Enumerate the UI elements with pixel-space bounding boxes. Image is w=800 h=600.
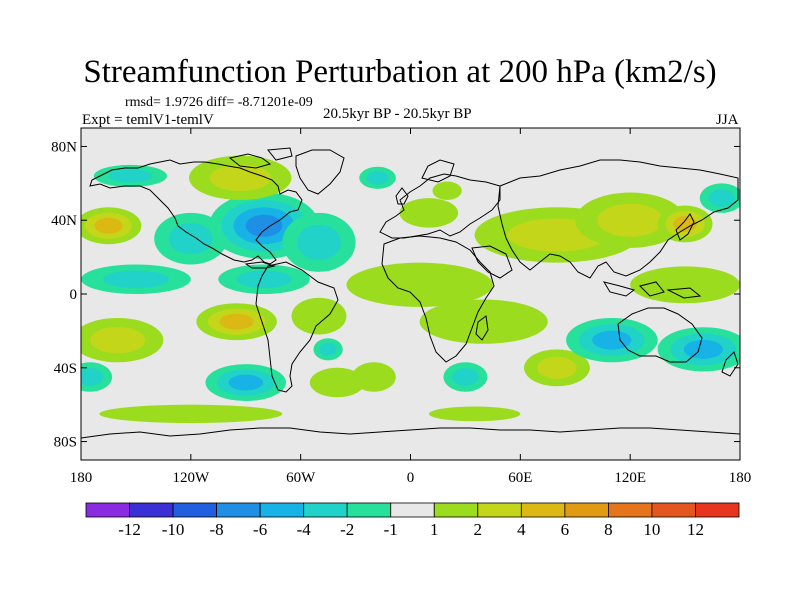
- colorbar-swatch: [172, 502, 217, 518]
- lat-tick-label: 40S: [54, 361, 77, 377]
- colorbar-label: 2: [474, 520, 483, 539]
- anomaly-28-level-2: [592, 330, 632, 350]
- anomaly-19-level-2: [219, 313, 254, 330]
- colorbar-label: -4: [297, 520, 312, 539]
- anomaly-1-level-1: [168, 223, 213, 255]
- lat-tick-label: 80N: [51, 139, 77, 155]
- colorbar-swatch: [259, 502, 305, 518]
- colorbar-swatch: [346, 502, 392, 518]
- lon-axis: 180 120W 60W 0 60E 120E 180: [70, 128, 752, 486]
- coast-antarctica: [81, 427, 740, 439]
- anomaly-26-level-1: [452, 368, 479, 386]
- anomaly-15-level-0: [291, 297, 347, 335]
- anomaly-5-level-1: [108, 169, 153, 183]
- colorbar-swatch: [564, 502, 609, 518]
- anomaly-10-level-1: [597, 203, 664, 237]
- anomaly-30-level-0: [428, 406, 521, 422]
- lon-tick-label: 0: [407, 470, 415, 486]
- colorbar-swatch: [85, 502, 130, 518]
- lon-tick-label: 60E: [508, 470, 532, 486]
- anomaly-23-level-0: [309, 367, 365, 398]
- coast-new-zealand: [721, 351, 739, 377]
- stats-line: rmsd= 1.9726 diff= -8.71201e-09: [125, 95, 313, 110]
- colorbar-swatch: [216, 502, 261, 518]
- anomaly-20-level-1: [90, 326, 146, 354]
- anomaly-24-level-1: [319, 342, 337, 356]
- coast-africa: [381, 235, 495, 363]
- page-title: Streamfunction Perturbation at 200 hPa (…: [83, 54, 717, 90]
- anomaly-21-level-1: [81, 368, 104, 386]
- colorbar: -12 -10 -8 -6 -4 -2 -1 1 2 4 6 8 10 12: [85, 502, 740, 539]
- lat-tick-label: 0: [70, 287, 78, 303]
- colorbar-label: 6: [561, 520, 570, 539]
- colorbar-swatch: [433, 502, 479, 518]
- anomaly-0-level-2: [94, 217, 123, 234]
- coastlines: [81, 147, 740, 439]
- lon-tick-label: 180: [729, 470, 752, 486]
- anomaly-22-level-2: [228, 374, 264, 391]
- colorbar-swatch: [651, 502, 696, 518]
- lat-axis: 80N 40N 0 40S 80S: [51, 139, 740, 451]
- colorbar-swatch: [608, 502, 653, 518]
- colorbar-swatch: [477, 502, 522, 518]
- anomaly-7-level-0: [432, 181, 462, 200]
- lon-tick-label: 180: [70, 470, 93, 486]
- colorbar-label: -2: [340, 520, 354, 539]
- colorbar-label: -6: [253, 520, 267, 539]
- field-layer: [81, 155, 740, 424]
- colorbar-swatch: [303, 502, 348, 518]
- colorbar-swatch: [129, 502, 174, 518]
- lon-tick-label: 120W: [172, 470, 210, 486]
- coast-british-isles: [395, 187, 409, 205]
- anomaly-31-level-0: [99, 404, 283, 424]
- coast-japan: [675, 213, 695, 241]
- anomaly-16-level-0: [346, 262, 493, 307]
- colorbar-label: -8: [210, 520, 224, 539]
- colorbar-label: -12: [118, 520, 141, 539]
- colorbar-label: 1: [430, 520, 439, 539]
- anomaly-6-level-1: [366, 171, 389, 185]
- experiment-label: Expt = temlV1-temlV: [82, 112, 214, 128]
- anomaly-27-level-1: [537, 356, 577, 379]
- anomaly-13-level-1: [102, 270, 169, 289]
- coast-south-america: [255, 261, 339, 393]
- coast-north-america: [89, 159, 303, 265]
- anomaly-8-level-0: [399, 198, 459, 228]
- anomaly-2-level-3: [245, 214, 283, 237]
- lat-tick-label: 40N: [51, 213, 77, 229]
- anomaly-4-level-1: [209, 164, 272, 192]
- season-label: JJA: [716, 112, 739, 128]
- colorbar-label: 4: [517, 520, 526, 539]
- colorbar-label: -10: [162, 520, 185, 539]
- coast-asia: [497, 159, 739, 279]
- colorbar-label: -1: [384, 520, 398, 539]
- center-label: 20.5kyr BP - 20.5kyr BP: [323, 106, 472, 122]
- colorbar-label: 10: [643, 520, 660, 539]
- colorbar-swatch: [695, 502, 740, 518]
- coast-indonesia: [602, 281, 702, 299]
- anomaly-12-level-1: [708, 189, 735, 207]
- coast-caribbean: [244, 261, 276, 269]
- anomaly-29-level-2: [683, 339, 724, 359]
- coast-arabia: [471, 245, 513, 279]
- colorbar-swatch: [520, 502, 566, 518]
- anomaly-17-level-0: [419, 299, 548, 344]
- lat-tick-label: 80S: [54, 435, 77, 451]
- lon-tick-label: 120E: [614, 470, 646, 486]
- coast-madagascar: [475, 315, 489, 341]
- anomaly-25-level-0: [351, 362, 396, 392]
- colorbar-swatch: [390, 502, 435, 518]
- colorbar-label: 12: [687, 520, 704, 539]
- coast-australia: [617, 307, 703, 363]
- anomaly-3-level-1: [297, 224, 341, 261]
- coast-scandinavia: [421, 159, 455, 183]
- coast-arctic-islands: [228, 147, 293, 169]
- coast-greenland: [295, 149, 345, 195]
- colorbar-label: 8: [604, 520, 613, 539]
- lon-tick-label: 60W: [286, 470, 316, 486]
- anomaly-14-level-1: [236, 270, 292, 289]
